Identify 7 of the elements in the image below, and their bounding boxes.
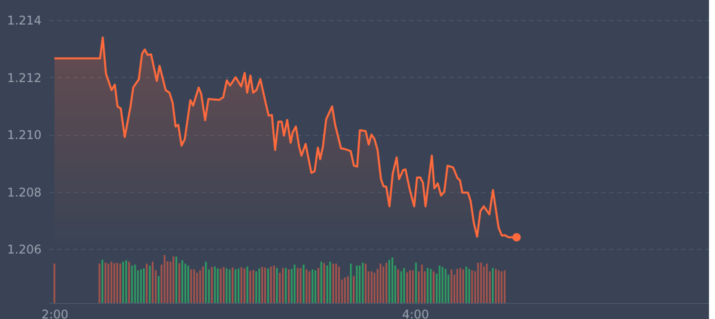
y-tick-label: 1.214 — [7, 14, 42, 28]
y-tick-label: 1.208 — [7, 185, 42, 200]
x-tick-label: 2:00 — [41, 308, 68, 319]
y-tick-label: 1.212 — [7, 70, 42, 85]
y-tick-label: 1.210 — [7, 128, 42, 142]
y-tick-label: 1.206 — [7, 242, 42, 256]
x-tick-label: 4:00 — [402, 308, 430, 319]
